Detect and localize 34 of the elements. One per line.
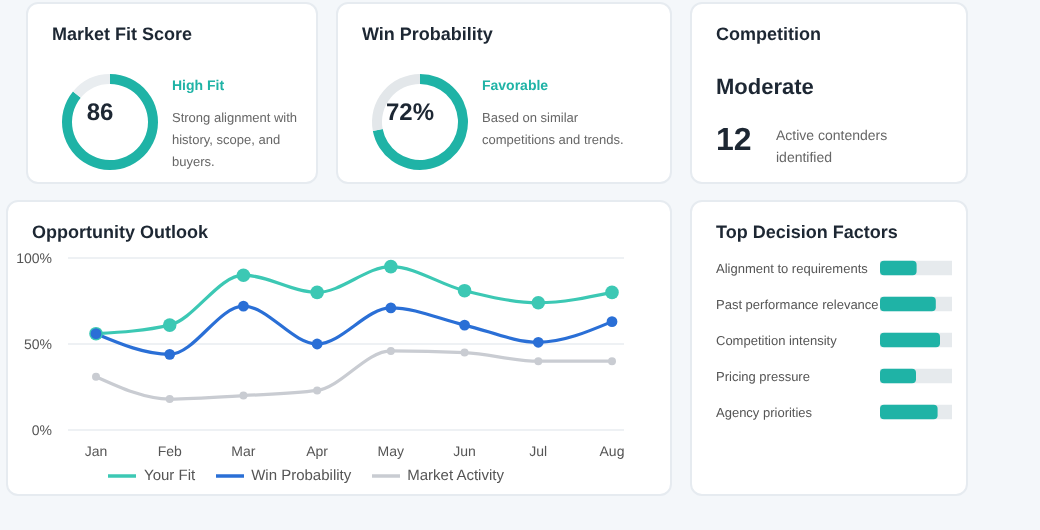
- point: [532, 336, 544, 348]
- point: [457, 283, 472, 298]
- text: 12: [716, 124, 752, 160]
- point: [162, 318, 177, 332]
- donut-slice: [62, 74, 158, 170]
- point: [238, 300, 249, 312]
- point: [239, 391, 248, 400]
- point: [310, 285, 324, 300]
- point: [164, 348, 176, 360]
- text: 86: [84, 96, 116, 130]
- point: [386, 346, 395, 355]
- point: [92, 372, 100, 381]
- text: 72%: [383, 96, 437, 130]
- chart-title: Win Probability: [362, 24, 493, 44]
- point: [385, 302, 397, 314]
- point: [384, 259, 398, 274]
- point: [605, 285, 619, 300]
- chart-title: Top Decision Factors: [716, 222, 898, 242]
- point: [606, 316, 618, 328]
- point: [534, 357, 543, 366]
- point: [608, 357, 616, 366]
- point: [165, 395, 174, 404]
- point: [236, 268, 251, 282]
- donut-slice: [372, 74, 468, 170]
- text: Competition: [716, 24, 821, 44]
- point: [311, 338, 323, 350]
- text: Moderate: [716, 76, 814, 100]
- point: [459, 319, 470, 331]
- point: [460, 348, 469, 357]
- chart-title: Opportunity Outlook: [32, 222, 208, 242]
- point: [313, 386, 322, 395]
- chart-title: Market Fit Score: [52, 24, 193, 44]
- donut-slice: [73, 74, 110, 98]
- point: [531, 295, 546, 310]
